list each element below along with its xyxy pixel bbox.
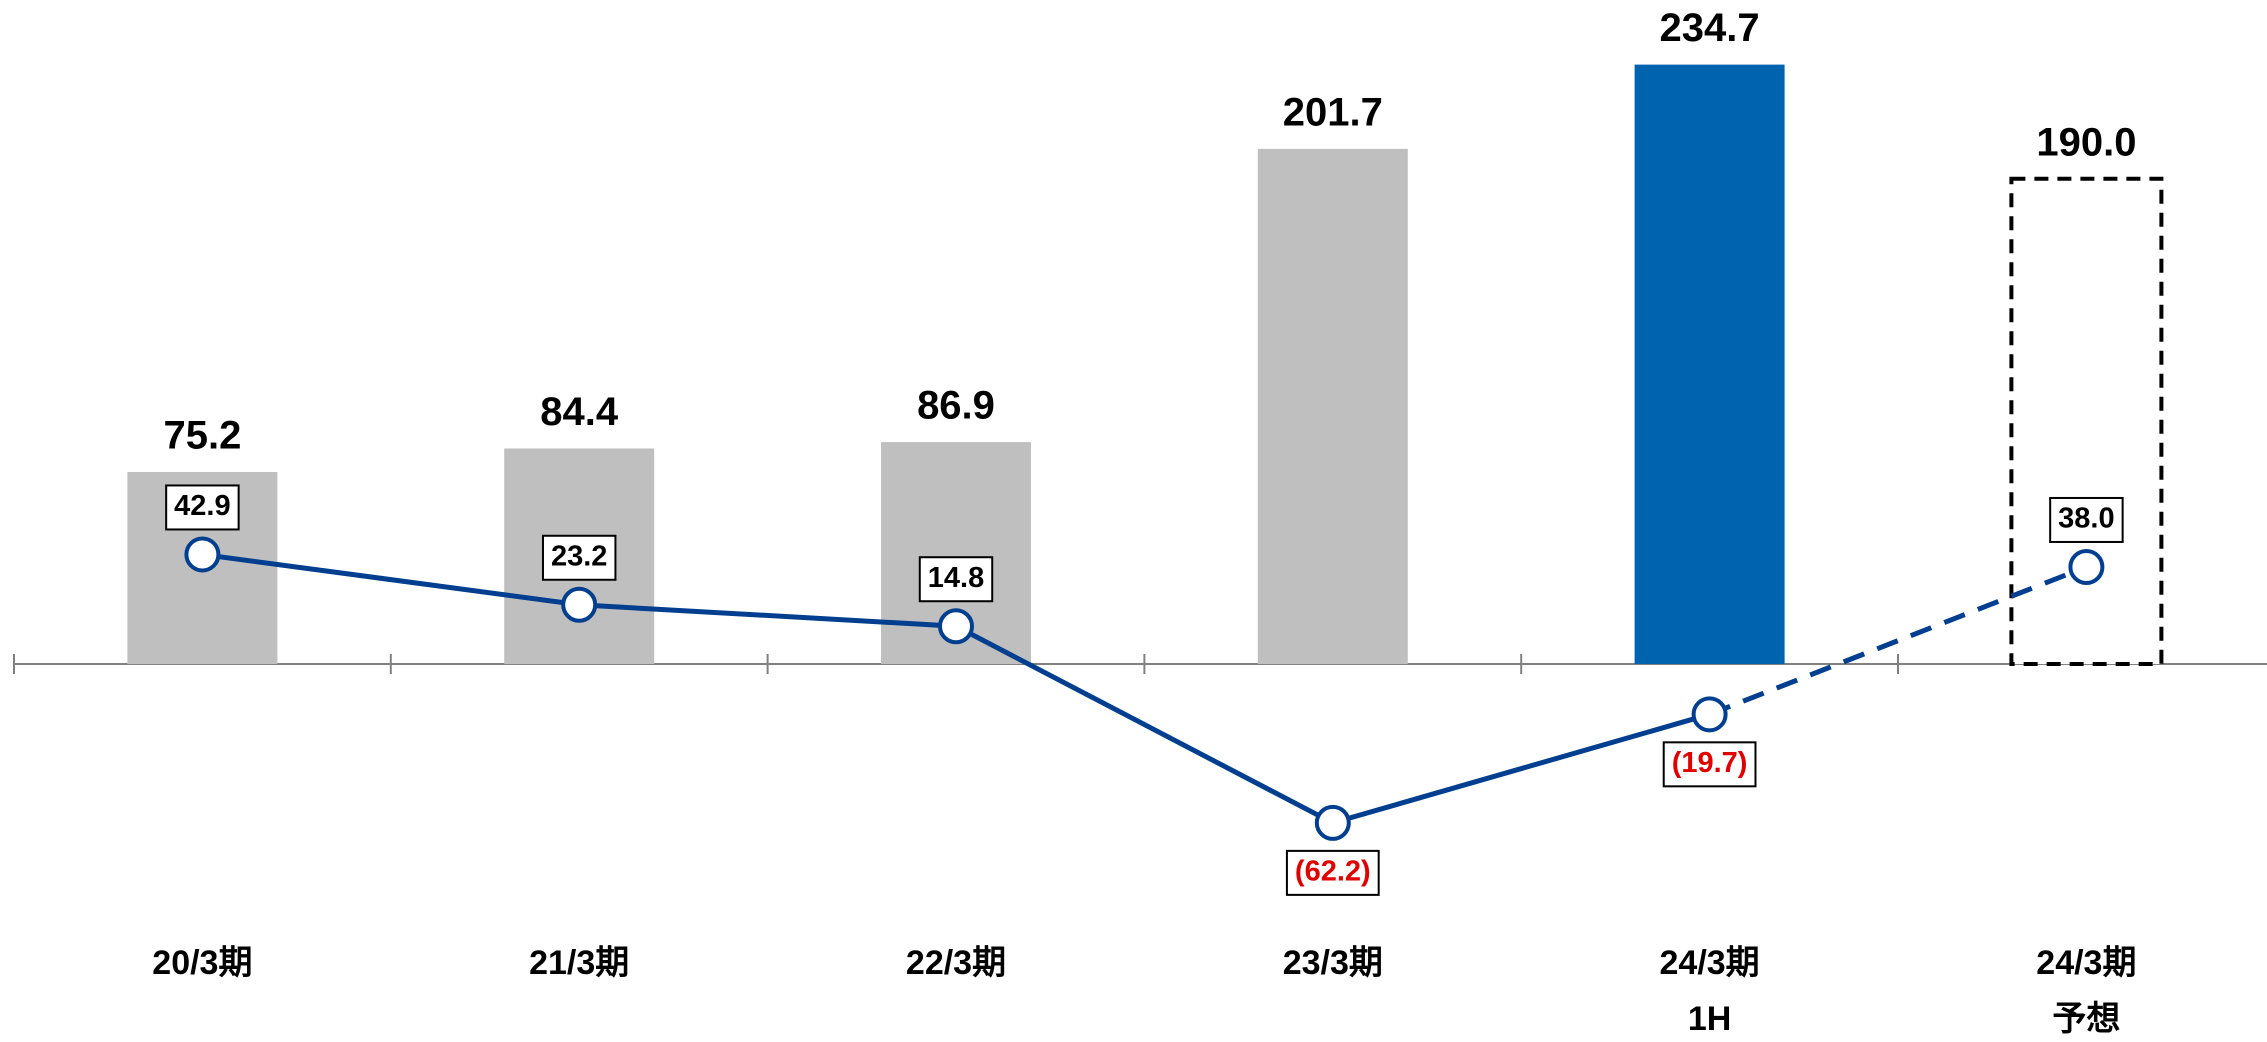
x-tick-label: 22/3期: [905, 944, 1007, 982]
bar-label: 84.4: [540, 390, 619, 434]
label-box: [2049, 496, 2124, 543]
bar-label: 86.9: [917, 384, 995, 428]
point-label: (19.7): [1672, 747, 1748, 779]
line-point: [1314, 804, 1351, 841]
label-box: [541, 534, 617, 581]
x-tick-label: 21/3期: [529, 944, 630, 982]
x-tick-label: 20/3期: [152, 944, 253, 982]
bar: [1257, 148, 1408, 665]
x-tick-label: 24/3期 予想: [2036, 944, 2137, 1038]
x-tick-label: 23/3期: [1282, 944, 1383, 982]
forecast-line: [1708, 564, 2088, 717]
bar: [1634, 64, 1785, 665]
bar-label: 201.7: [1283, 90, 1383, 134]
point-label: 14.8: [928, 562, 984, 594]
bar: [2009, 176, 2164, 667]
line-point: [938, 608, 974, 645]
point-label: 42.9: [174, 490, 230, 522]
label-box: [1285, 849, 1380, 896]
bar-label: 75.2: [163, 414, 241, 458]
line-point: [1691, 696, 1728, 733]
line-point: [561, 586, 598, 623]
label-box: [165, 484, 240, 531]
label-box: [1662, 741, 1757, 788]
point-label: 23.2: [551, 540, 607, 572]
label-box: [918, 556, 994, 603]
bar-label: 234.7: [1660, 6, 1760, 50]
line-point: [184, 536, 221, 573]
point-label: (62.2): [1295, 856, 1371, 888]
x-tick-label: 24/3期 1H: [1659, 944, 1760, 1038]
line-point: [2068, 548, 2105, 585]
line-group: 42.9 23.2 14.8 (62.2) (19.7) 38.0: [165, 484, 2124, 896]
point-label: 38.0: [2058, 503, 2114, 535]
bar-label: 190.0: [2036, 120, 2136, 164]
